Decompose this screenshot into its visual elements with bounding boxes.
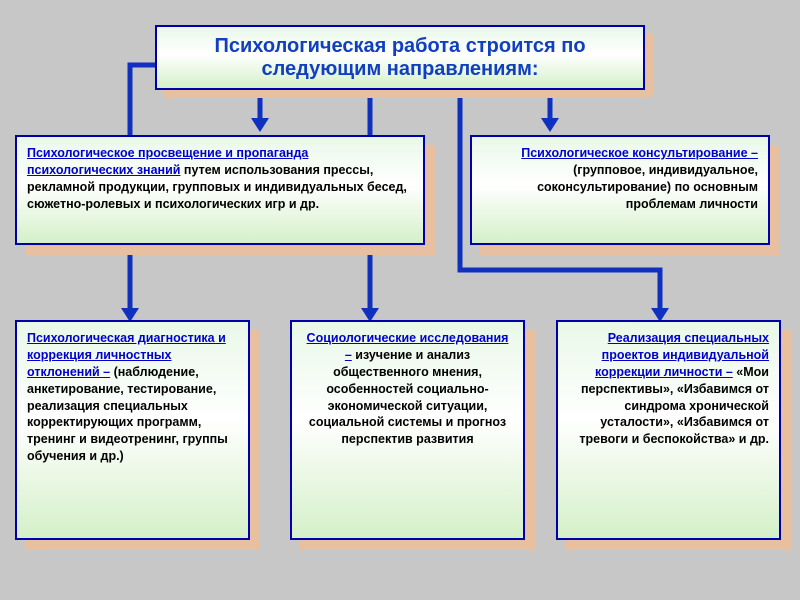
rest-text: (наблюдение, анкетирование, тестирование…: [27, 365, 228, 463]
rest-text: изучение и анализ общественного мнения, …: [309, 348, 506, 446]
box-psych-education: Психологическое просвещение и пропаганда…: [15, 135, 425, 245]
rest-text: (групповое, индивидуальное, соконсультир…: [537, 163, 758, 211]
box-special-projects: Реализация специальных проектов индивиду…: [556, 320, 781, 540]
title-text: Психологическая работа строится по следу…: [214, 35, 585, 80]
link-text: Психологическое консультирование –: [521, 146, 758, 160]
box-psych-consulting: Психологическое консультирование – (груп…: [470, 135, 770, 245]
box-sociological-research: Социологические исследования – изучение …: [290, 320, 525, 540]
box-psych-diagnostics: Психологическая диагностика и коррекция …: [15, 320, 250, 540]
title-box: Психологическая работа строится по следу…: [155, 25, 645, 90]
